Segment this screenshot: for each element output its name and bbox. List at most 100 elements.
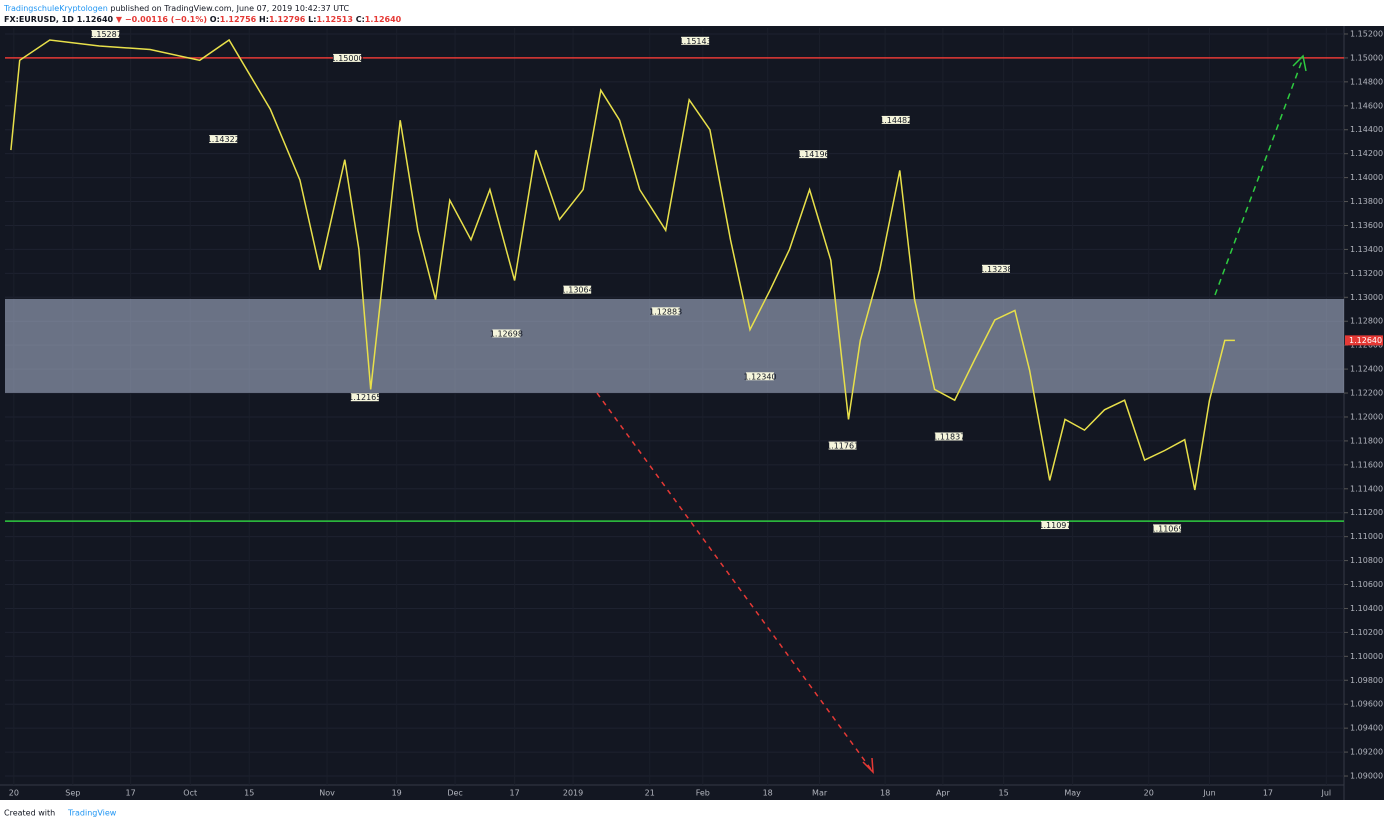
annotation-label: 1.12165 (348, 393, 381, 402)
annotation-label: 1.14196 (797, 150, 830, 159)
symbol-line: FX:EURUSD, 1D 1.12640 ▼ −0.00116 (−0.1%)… (4, 15, 402, 24)
annotation-label: 1.15287 (89, 30, 122, 39)
x-tick-label: Apr (936, 789, 951, 798)
y-tick-label: 1.12800 (1350, 317, 1383, 326)
arrow-head (1292, 54, 1307, 72)
y-tick-label: 1.09800 (1350, 676, 1383, 685)
ohlc-key: H: (259, 15, 269, 24)
author[interactable]: TradingschuleKryptologen (3, 4, 108, 13)
ohlc-value: 1.12756 (220, 15, 257, 24)
ohlc-key: C: (356, 15, 365, 24)
annotation-label: 1.13064 (561, 286, 594, 295)
annotation-box (746, 372, 775, 381)
annotation-label: 1.11761 (826, 442, 859, 451)
y-tick-label: 1.09400 (1350, 724, 1383, 733)
y-tick-label: 1.11000 (1350, 532, 1383, 541)
annotation-box (1153, 524, 1182, 533)
y-tick-label: 1.11800 (1350, 436, 1383, 445)
x-tick-label: Mar (812, 789, 828, 798)
annotation-label: 1.14482 (879, 116, 912, 125)
footer-brand[interactable]: TradingView (67, 809, 117, 818)
y-tick-label: 1.14000 (1350, 173, 1383, 182)
y-tick-label: 1.09200 (1350, 748, 1383, 757)
annotation-label: 1.11097 (1038, 521, 1071, 530)
x-tick-label: 21 (645, 789, 655, 798)
annotation-label: 1.12698 (490, 329, 523, 338)
annotation-label: 1.15143 (679, 37, 712, 46)
x-tick-label: Dec (447, 789, 462, 798)
annotation-box (934, 432, 963, 441)
annotation-box (881, 115, 910, 124)
y-tick-label: 1.09600 (1350, 700, 1383, 709)
ohlc-key: O: (210, 15, 220, 24)
x-tick-label: Feb (696, 789, 710, 798)
change: ▼ −0.00116 (−0.1%) (116, 15, 207, 24)
y-tick-label: 1.11600 (1350, 460, 1383, 469)
y-tick-label: 1.14800 (1350, 77, 1383, 86)
trend-arrow-down (596, 392, 874, 773)
y-tick-label: 1.11400 (1350, 484, 1383, 493)
annotation-label: 1.11837 (932, 432, 965, 441)
x-tick-label: 17 (1263, 789, 1273, 798)
chart-background (0, 26, 1384, 800)
x-tick-label: 15 (999, 789, 1009, 798)
y-tick-label: 1.14400 (1350, 125, 1383, 134)
y-tick-label: 1.13400 (1350, 245, 1383, 254)
y-tick-label: 1.09000 (1350, 772, 1383, 781)
trend-arrow-up (1214, 57, 1304, 296)
ohlc-key: L: (308, 15, 316, 24)
y-tick-label: 1.15200 (1350, 29, 1383, 38)
y-tick-label: 1.13000 (1350, 293, 1383, 302)
last-price-box (1345, 335, 1383, 346)
x-tick-label: 19 (392, 789, 402, 798)
annotation-label: 1.14322 (207, 135, 240, 144)
annotation-label: 1.15000 (331, 54, 364, 63)
x-tick-label: 17 (510, 789, 520, 798)
y-tick-label: 1.12200 (1350, 389, 1383, 398)
x-tick-label: 2019 (563, 789, 583, 798)
y-tick-label: 1.15000 (1350, 53, 1383, 62)
annotation-box (333, 53, 362, 62)
annotation-label: 1.12340 (743, 372, 776, 381)
x-tick-label: May (1064, 789, 1081, 798)
annotation-box (681, 36, 710, 45)
annotation-box (981, 264, 1010, 273)
y-tick-label: 1.11200 (1350, 508, 1383, 517)
ohlc-value: 1.12513 (316, 15, 352, 24)
y-tick-label: 1.10200 (1350, 628, 1383, 637)
annotation-label: 1.11069 (1150, 524, 1183, 533)
annotation-box (828, 441, 857, 450)
last-price-label: 1.12640 (1349, 336, 1382, 345)
annotation-label: 1.13238 (979, 265, 1012, 274)
annotation-box (651, 307, 680, 316)
x-tick-label: Jul (1320, 789, 1331, 798)
x-tick-label: Nov (319, 789, 335, 798)
x-tick-label: 20 (1144, 789, 1154, 798)
annotation-box (563, 285, 592, 294)
y-tick-label: 1.10800 (1350, 556, 1383, 565)
arrow-head (862, 757, 874, 774)
published: published on TradingView.com, June 07, 2… (110, 4, 349, 13)
x-tick-label: Jun (1202, 789, 1216, 798)
y-tick-label: 1.14200 (1350, 149, 1383, 158)
annotation-box (1040, 521, 1069, 530)
x-tick-label: 18 (763, 789, 773, 798)
y-tick-label: 1.10400 (1350, 604, 1383, 613)
x-tick-label: 15 (244, 789, 254, 798)
symbol: FX:EURUSD, 1D (4, 15, 74, 24)
annotation-box (492, 329, 521, 338)
annotation-box (209, 135, 238, 144)
annotation-box (799, 150, 828, 159)
annotation-box (350, 393, 379, 402)
annotation-box (91, 30, 120, 38)
x-tick-label: 20 (9, 789, 19, 798)
y-tick-label: 1.10600 (1350, 580, 1383, 589)
y-tick-label: 1.14600 (1350, 101, 1383, 110)
y-tick-label: 1.13600 (1350, 221, 1383, 230)
y-tick-label: 1.13800 (1350, 197, 1383, 206)
annotation-label: 1.12883 (649, 307, 682, 316)
y-tick-label: 1.10000 (1350, 652, 1383, 661)
ohlc-value: 1.12640 (365, 15, 402, 24)
